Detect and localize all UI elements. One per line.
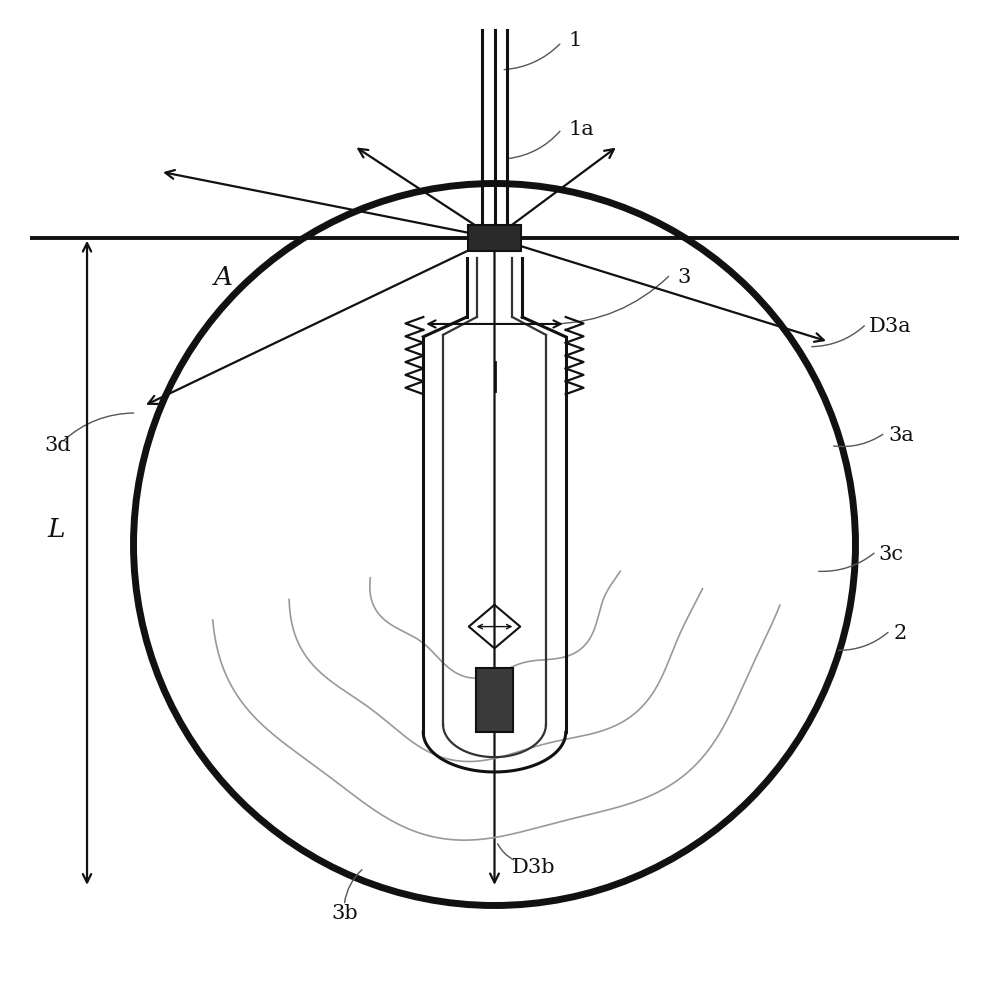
Text: 3a: 3a bbox=[888, 426, 914, 445]
Text: 3: 3 bbox=[677, 268, 691, 287]
Text: D3a: D3a bbox=[868, 317, 911, 336]
Text: L: L bbox=[47, 517, 65, 542]
Text: A: A bbox=[213, 265, 231, 290]
Text: 3b: 3b bbox=[331, 904, 358, 923]
Text: 1a: 1a bbox=[569, 120, 594, 139]
Text: 3d: 3d bbox=[45, 436, 71, 455]
Text: 1: 1 bbox=[569, 31, 583, 50]
FancyBboxPatch shape bbox=[476, 668, 513, 732]
Text: 3c: 3c bbox=[878, 545, 903, 564]
Text: 2: 2 bbox=[893, 624, 906, 643]
Text: D3b: D3b bbox=[512, 858, 556, 877]
FancyBboxPatch shape bbox=[468, 225, 521, 251]
